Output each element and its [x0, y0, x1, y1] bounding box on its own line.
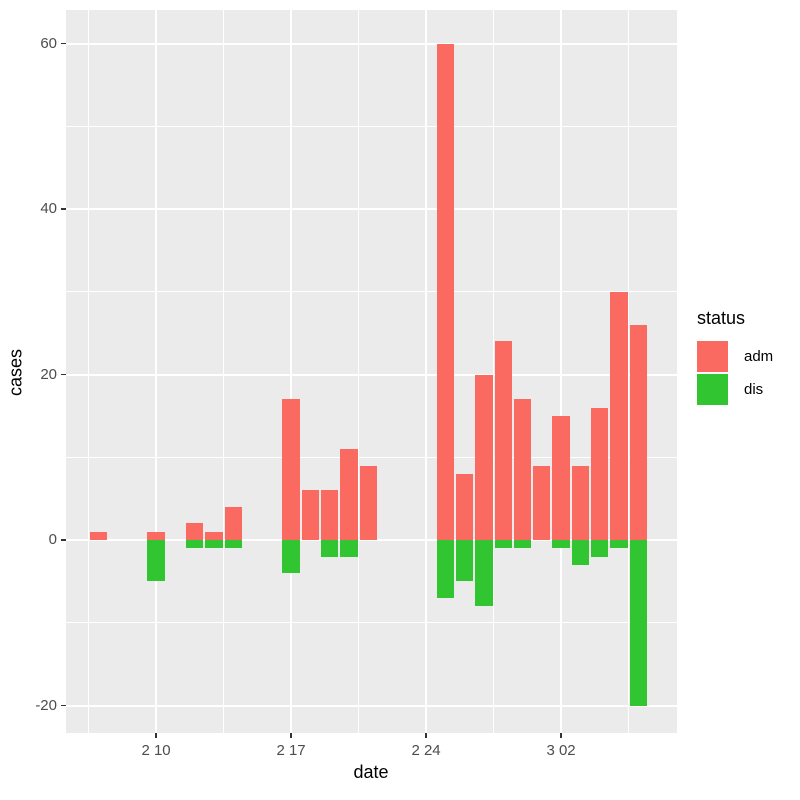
legend-item-dis: dis [697, 374, 800, 407]
bar-adm [301, 490, 320, 540]
legend-item-adm: adm [697, 341, 800, 374]
y-tick-label: -20 [35, 696, 57, 714]
bar-adm [571, 465, 590, 540]
bar-dis [629, 540, 647, 706]
gridline-y-major [66, 42, 677, 45]
bar-dis [552, 540, 570, 549]
x-tick-label: 2 17 [276, 742, 306, 759]
legend-key-adm-swatch [697, 341, 728, 372]
x-tick-label: 2 10 [141, 742, 171, 759]
bar-adm [590, 407, 609, 540]
gridline-y-minor [66, 456, 677, 458]
gridline-x-major [290, 10, 293, 733]
bar-adm [359, 465, 377, 540]
bar-adm [185, 523, 204, 540]
gridline-x-minor [88, 10, 90, 733]
y-tick-mark [61, 704, 66, 707]
x-tick-label: 3 02 [546, 742, 576, 759]
y-tick-mark [61, 373, 66, 376]
x-tick-label: 2 24 [411, 742, 441, 759]
bar-adm [533, 465, 551, 540]
x-tick-mark [560, 733, 562, 738]
bar-adm [340, 448, 358, 540]
bar-adm [475, 374, 493, 540]
bar-dis [475, 540, 493, 607]
bar-adm [455, 473, 474, 540]
bar-dis [224, 540, 242, 549]
gridline-y-minor [66, 291, 677, 293]
plot-panel [66, 10, 677, 733]
bar-dis [455, 540, 474, 582]
bar-dis [282, 540, 300, 574]
bar-dis [185, 540, 204, 549]
y-tick-mark [61, 42, 66, 45]
bar-dis [494, 540, 512, 549]
bar-adm [552, 415, 570, 540]
bar-dis [571, 540, 590, 565]
bar-adm [610, 291, 628, 540]
legend-key-dis-swatch [697, 374, 728, 405]
gridline-x-major [155, 10, 158, 733]
gridline-x-minor [628, 10, 630, 733]
bar-adm [320, 490, 339, 540]
bar-dis [340, 540, 358, 557]
bar-adm [436, 43, 455, 540]
bar-adm [147, 531, 165, 540]
bar-dis [513, 540, 532, 549]
bar-dis [436, 540, 455, 598]
gridline-y-minor [66, 622, 677, 624]
y-tick-mark [61, 208, 66, 210]
gridline-y-major [66, 373, 677, 376]
bar-adm [282, 399, 300, 540]
x-axis-title: date [353, 762, 389, 782]
legend: status adm dis [690, 308, 800, 407]
bar-dis [147, 540, 165, 582]
bar-adm [494, 341, 512, 540]
gridline-x-major [425, 10, 428, 733]
x-tick-mark [155, 733, 157, 738]
y-tick-mark [61, 539, 66, 541]
y-tick-label: 20 [40, 365, 57, 383]
bar-adm [224, 506, 242, 540]
gridline-x-minor [358, 10, 360, 733]
y-tick-label: 40 [40, 200, 57, 217]
gridline-x-major [560, 10, 563, 733]
x-tick-mark [290, 733, 292, 738]
bar-dis [205, 540, 223, 549]
gridline-y-major [66, 208, 677, 210]
legend-label-adm: adm [744, 348, 774, 365]
bar-dis [610, 540, 628, 549]
legend-title: status [697, 308, 746, 328]
gridline-y-major [66, 704, 677, 707]
legend-label-dis: dis [744, 381, 764, 398]
x-tick-mark [425, 733, 427, 738]
gridline-y-minor [66, 125, 677, 127]
bar-adm [513, 399, 532, 540]
bar-adm [205, 531, 223, 540]
bar-adm [89, 531, 107, 540]
gridline-x-minor [223, 10, 225, 733]
y-tick-label: 60 [40, 34, 57, 52]
bar-adm [629, 324, 647, 540]
gridline-y-major [66, 539, 677, 541]
gridline-x-minor [493, 10, 495, 733]
bar-dis [320, 540, 339, 557]
y-tick-label: 0 [48, 531, 57, 548]
bar-dis [590, 540, 609, 557]
